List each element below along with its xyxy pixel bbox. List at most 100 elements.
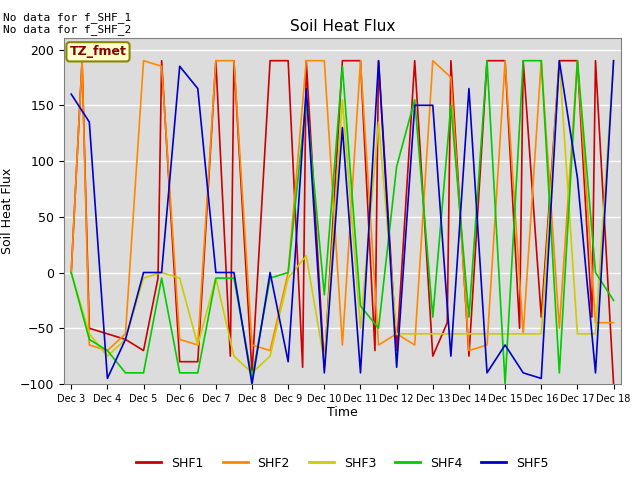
SHF4 (374, 325, 382, 331)
SHF4 (122, 370, 129, 376)
SHF2 (356, 58, 364, 63)
SHF1 (227, 353, 234, 359)
Line: SHF2: SHF2 (71, 60, 614, 350)
SHF5 (411, 102, 419, 108)
SHF5 (538, 375, 545, 381)
SHF4 (411, 97, 419, 103)
SHF5 (573, 175, 581, 180)
SHF5 (122, 336, 129, 342)
SHF4 (194, 370, 202, 376)
SHF3 (158, 270, 166, 276)
SHF2 (212, 58, 220, 63)
SHF1 (501, 58, 509, 63)
SHF1 (573, 58, 581, 63)
SHF5 (248, 381, 256, 387)
SHF4 (591, 270, 599, 276)
SHF3 (67, 270, 75, 276)
SHF4 (465, 314, 473, 320)
SHF5 (67, 91, 75, 97)
SHF1 (194, 359, 202, 365)
X-axis label: Time: Time (327, 407, 358, 420)
SHF4 (67, 270, 75, 276)
SHF1 (266, 58, 274, 63)
SHF4 (447, 102, 454, 108)
SHF3 (122, 336, 129, 342)
SHF2 (447, 74, 454, 80)
SHF3 (591, 331, 599, 336)
Text: TZ_fmet: TZ_fmet (70, 45, 127, 58)
SHF4 (248, 375, 256, 381)
SHF5 (339, 125, 346, 131)
SHF4 (284, 270, 292, 276)
SHF5 (447, 353, 454, 359)
SHF3 (610, 58, 618, 63)
SHF3 (266, 353, 274, 359)
SHF1 (393, 348, 401, 353)
Line: SHF5: SHF5 (71, 60, 614, 384)
Y-axis label: Soil Heat Flux: Soil Heat Flux (1, 168, 14, 254)
SHF4 (212, 275, 220, 281)
SHF2 (573, 58, 581, 63)
SHF1 (588, 314, 596, 320)
SHF1 (483, 58, 491, 63)
SHF1 (519, 58, 527, 63)
SHF3 (447, 331, 454, 336)
SHF1 (538, 314, 545, 320)
SHF2 (321, 58, 328, 63)
SHF1 (339, 58, 346, 63)
SHF1 (356, 58, 364, 63)
SHF2 (610, 320, 618, 325)
SHF5 (194, 86, 202, 92)
SHF5 (140, 270, 147, 276)
SHF2 (230, 58, 238, 63)
SHF2 (266, 348, 274, 353)
SHF1 (140, 348, 147, 353)
SHF4 (538, 58, 545, 63)
SHF1 (299, 364, 307, 370)
SHF5 (393, 364, 401, 370)
SHF1 (591, 58, 599, 63)
SHF3 (538, 331, 545, 336)
SHF3 (303, 253, 310, 259)
SHF4 (158, 275, 166, 281)
SHF3 (140, 275, 147, 281)
SHF1 (122, 336, 129, 342)
SHF2 (501, 58, 509, 63)
SHF1 (284, 58, 292, 63)
SHF2 (411, 342, 419, 348)
SHF4 (556, 370, 563, 376)
SHF1 (465, 353, 473, 359)
SHF4 (393, 164, 401, 169)
SHF2 (122, 331, 129, 336)
SHF1 (176, 359, 184, 365)
SHF2 (67, 270, 75, 276)
SHF3 (248, 370, 256, 376)
SHF2 (556, 325, 563, 331)
SHF5 (465, 86, 473, 92)
SHF4 (339, 63, 346, 69)
SHF3 (356, 325, 364, 331)
SHF4 (356, 303, 364, 309)
SHF1 (67, 270, 75, 276)
SHF2 (591, 320, 599, 325)
SHF5 (158, 270, 166, 276)
SHF3 (212, 275, 220, 281)
SHF1 (104, 331, 111, 336)
SHF4 (104, 348, 111, 353)
SHF2 (86, 342, 93, 348)
SHF1 (230, 58, 238, 63)
SHF5 (591, 370, 599, 376)
SHF5 (303, 86, 310, 92)
SHF3 (374, 119, 382, 125)
SHF1 (371, 348, 379, 353)
SHF5 (519, 370, 527, 376)
SHF2 (158, 63, 166, 69)
SHF4 (321, 292, 328, 298)
SHF4 (429, 314, 436, 320)
SHF4 (230, 275, 238, 281)
SHF5 (610, 58, 618, 63)
SHF5 (501, 342, 509, 348)
SHF2 (429, 58, 436, 63)
SHF4 (483, 58, 491, 63)
SHF4 (266, 275, 274, 281)
